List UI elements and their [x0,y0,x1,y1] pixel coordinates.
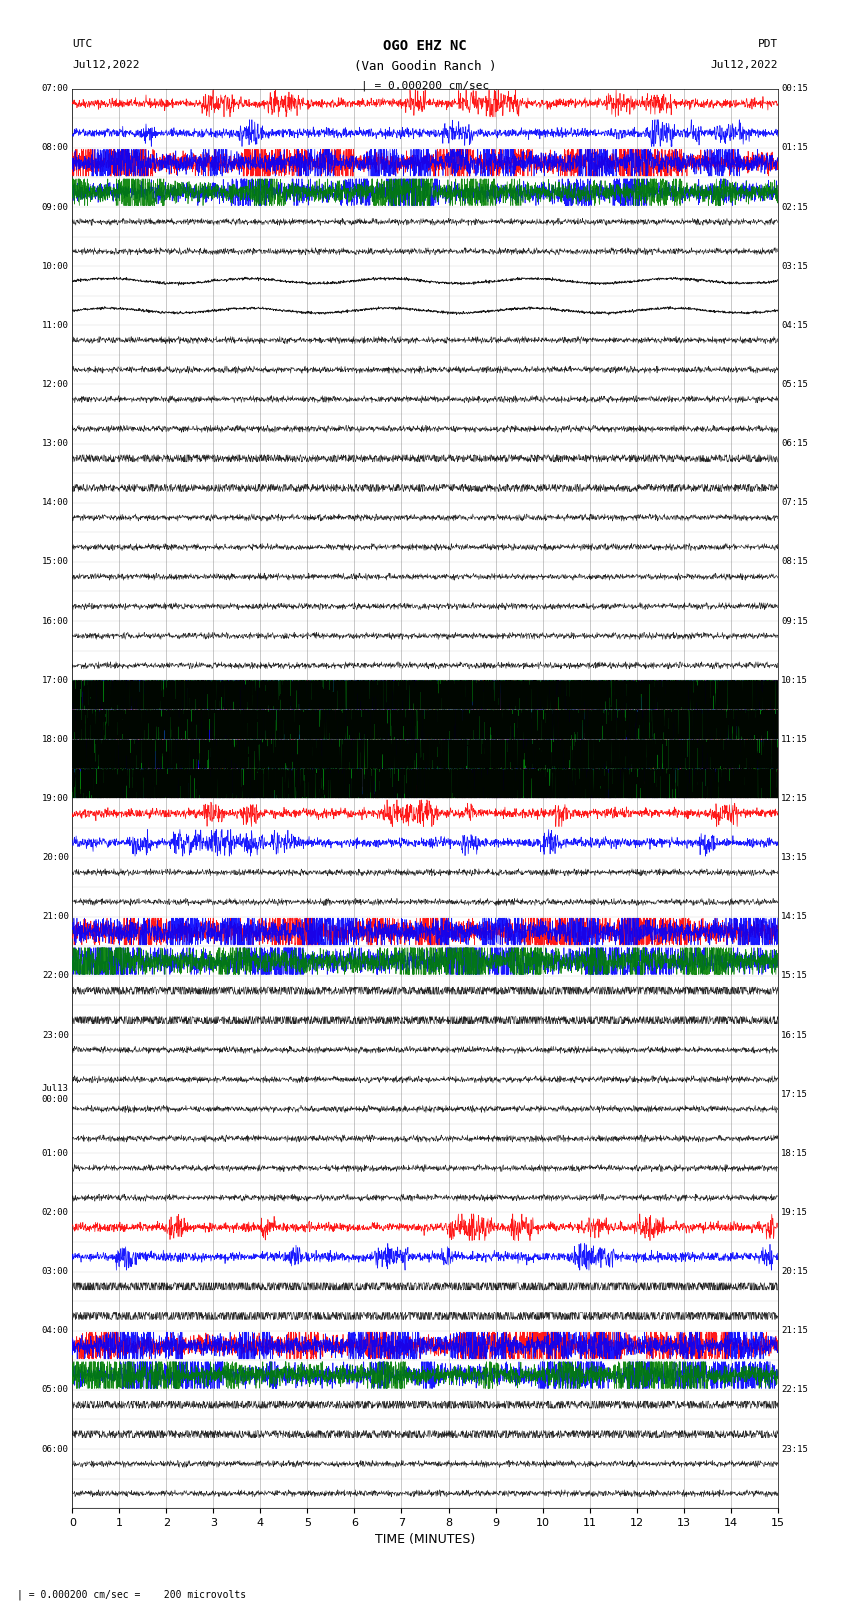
Text: 14:15: 14:15 [781,913,808,921]
Text: 18:00: 18:00 [42,736,69,744]
Text: 01:15: 01:15 [781,144,808,152]
Text: OGO EHZ NC: OGO EHZ NC [383,39,467,53]
Text: PDT: PDT [757,39,778,48]
Text: 08:15: 08:15 [781,558,808,566]
Text: 04:15: 04:15 [781,321,808,329]
Text: 02:00: 02:00 [42,1208,69,1216]
Text: 14:00: 14:00 [42,498,69,506]
Text: 11:15: 11:15 [781,736,808,744]
Text: 00:15: 00:15 [781,84,808,94]
Text: 13:00: 13:00 [42,439,69,448]
Text: 23:00: 23:00 [42,1031,69,1039]
Text: Jul13
00:00: Jul13 00:00 [42,1084,69,1103]
Text: 17:00: 17:00 [42,676,69,684]
Text: | = 0.000200 cm/sec =    200 microvolts: | = 0.000200 cm/sec = 200 microvolts [17,1589,246,1600]
Text: 20:15: 20:15 [781,1268,808,1276]
Text: 18:15: 18:15 [781,1148,808,1158]
Text: (Van Goodin Ranch ): (Van Goodin Ranch ) [354,60,496,73]
Text: 21:15: 21:15 [781,1326,808,1336]
Text: 20:00: 20:00 [42,853,69,861]
Text: 01:00: 01:00 [42,1148,69,1158]
Text: 10:15: 10:15 [781,676,808,684]
Text: 10:00: 10:00 [42,261,69,271]
Text: 06:00: 06:00 [42,1445,69,1453]
Text: 04:00: 04:00 [42,1326,69,1336]
Text: 16:15: 16:15 [781,1031,808,1039]
Text: 12:15: 12:15 [781,794,808,803]
Text: 09:15: 09:15 [781,616,808,626]
Text: 07:15: 07:15 [781,498,808,506]
Text: 15:00: 15:00 [42,558,69,566]
Text: 16:00: 16:00 [42,616,69,626]
Text: 19:15: 19:15 [781,1208,808,1216]
Text: 21:00: 21:00 [42,913,69,921]
Text: 22:00: 22:00 [42,971,69,981]
Text: 13:15: 13:15 [781,853,808,861]
Text: 02:15: 02:15 [781,203,808,211]
Text: 22:15: 22:15 [781,1386,808,1394]
Text: 03:15: 03:15 [781,261,808,271]
Text: 08:00: 08:00 [42,144,69,152]
X-axis label: TIME (MINUTES): TIME (MINUTES) [375,1534,475,1547]
Text: 19:00: 19:00 [42,794,69,803]
Text: 15:15: 15:15 [781,971,808,981]
Text: 17:15: 17:15 [781,1090,808,1098]
Text: | = 0.000200 cm/sec: | = 0.000200 cm/sec [361,81,489,92]
Text: 05:15: 05:15 [781,381,808,389]
Text: Jul12,2022: Jul12,2022 [711,60,778,69]
Text: UTC: UTC [72,39,93,48]
Text: 23:15: 23:15 [781,1445,808,1453]
Text: 06:15: 06:15 [781,439,808,448]
Text: 03:00: 03:00 [42,1268,69,1276]
Text: 07:00: 07:00 [42,84,69,94]
Text: 12:00: 12:00 [42,381,69,389]
Text: 05:00: 05:00 [42,1386,69,1394]
Text: 09:00: 09:00 [42,203,69,211]
Text: Jul12,2022: Jul12,2022 [72,60,139,69]
Text: 11:00: 11:00 [42,321,69,329]
